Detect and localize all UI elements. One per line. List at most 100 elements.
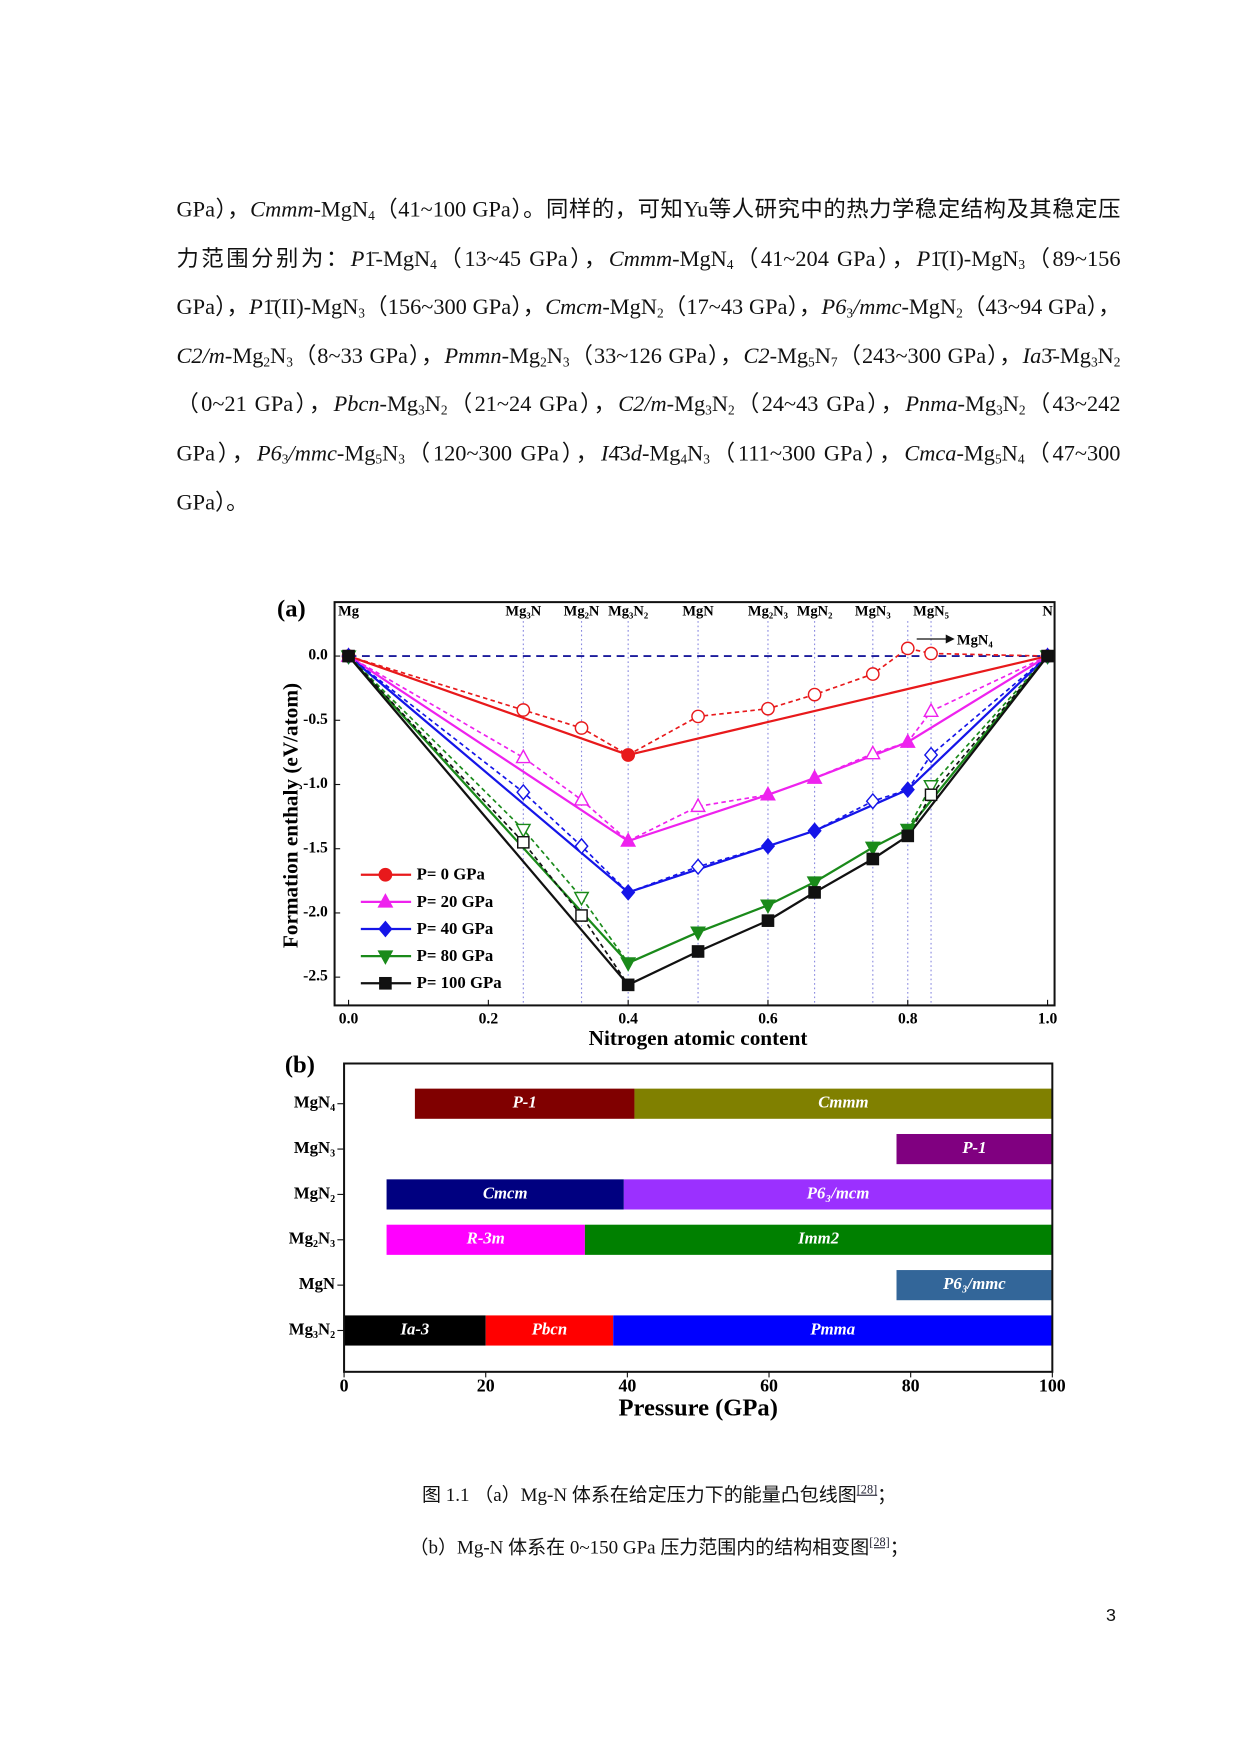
composition-label: Mg₂N (564, 604, 600, 620)
y-tick-label: -2.5 (303, 968, 328, 985)
x-tick-label: 80 (902, 1376, 920, 1396)
marker (924, 646, 938, 661)
marker (515, 748, 532, 764)
caption: 图 1.1 （a）Mg-N 体系在给定压力下的能量凸包线图[28]； （b）Mg… (223, 1467, 1094, 1571)
text-run: N (270, 343, 287, 369)
text-run: C2 (743, 343, 770, 369)
marker (690, 858, 706, 876)
text-run: （21~24 GPa）， (447, 392, 619, 418)
text-run: N (424, 392, 441, 418)
text-run: 4 (368, 207, 375, 224)
text-run: 3 (562, 353, 570, 370)
text-run: -Mg (956, 441, 995, 466)
panel-label: (a) (277, 596, 306, 623)
marker (575, 909, 588, 922)
text-run: P6 (256, 441, 282, 466)
text-run: -MgN (672, 246, 727, 272)
y-tick-label: MgN₄ (294, 1093, 335, 1112)
text-run: （43~94 GPa）， (962, 295, 1121, 320)
phase-label: Imm2 (797, 1229, 839, 1248)
text-run: 2 (263, 353, 271, 370)
text-run: 1̄(I)-MgN (930, 246, 1019, 272)
text-run: 3 (703, 451, 710, 467)
text-run: N (382, 441, 399, 466)
x-axis-label: Pressure (GPa) (618, 1394, 777, 1421)
marker (808, 886, 821, 899)
plot-frame (343, 1062, 1054, 1373)
text-run: 4 (1017, 451, 1025, 467)
legend-marker (378, 920, 393, 938)
composition-label: Mg (338, 604, 360, 620)
marker (1041, 649, 1054, 663)
marker (865, 667, 880, 681)
marker (923, 702, 939, 718)
x-tick-label: 0.4 (618, 1011, 638, 1028)
text-run: d (630, 441, 642, 466)
text-run: Cmmm (608, 246, 673, 272)
text-run: （b）Mg-N 体系在 0~150 GPa 压力范围内的结构相变图 (409, 1536, 870, 1558)
x-tick-label: 0.2 (479, 1011, 499, 1028)
marker (620, 957, 637, 972)
paragraph: GPa），Cmmm-MgN4（41~100 GPa）。同样的，可知Yu等人研究中… (177, 187, 1121, 528)
text-run: -Mg (379, 392, 419, 418)
marker (621, 884, 636, 901)
text-run: 4 (430, 256, 437, 273)
legend-marker (377, 950, 394, 965)
text-run: 3̄-Mg (1041, 343, 1091, 369)
marker (899, 733, 916, 748)
phase-label: P-1 (512, 1093, 537, 1112)
text-run: 4 (726, 256, 734, 273)
text-run: I (600, 441, 609, 466)
marker (807, 822, 822, 840)
text-run: P (916, 246, 931, 272)
text-run: 3 (286, 353, 293, 370)
composition-label: Mg₃N (505, 604, 541, 620)
phase-bar (634, 1088, 1053, 1119)
marker (691, 945, 705, 958)
y-tick-label: MgN (299, 1274, 335, 1293)
convex-hull-line (347, 655, 1049, 843)
text-run: （156~300 GPa）， (365, 295, 546, 320)
text-run: ； (889, 1536, 909, 1558)
x-tick-label: 0.6 (758, 1011, 778, 1028)
composition-label: MgN (682, 604, 714, 620)
legend-marker (377, 893, 394, 908)
marker (866, 852, 880, 866)
text-run: GPa）， (176, 197, 251, 223)
plot-frame (333, 601, 1056, 1007)
text-run: （47~300 GPa）。 (176, 441, 1121, 515)
text-run: （243~300 GPa）， (837, 343, 1023, 369)
text-run: N (1001, 441, 1018, 466)
y-tick-label: -2.0 (303, 904, 328, 921)
text-run: N (814, 343, 831, 369)
text-run: -Mg (336, 441, 376, 466)
marker (760, 785, 776, 801)
text-run: P (249, 295, 263, 320)
y-tick-label: -0.5 (303, 711, 328, 728)
marker (621, 978, 635, 992)
text-run: P6 (821, 295, 847, 320)
text-run: Pnma (905, 392, 958, 418)
phase-label: Cmmm (818, 1093, 868, 1112)
phase-bar (896, 1270, 1053, 1301)
text-run: 2 (440, 402, 448, 419)
phase-bar (896, 1133, 1053, 1165)
y-tick-label: -1.5 (303, 839, 328, 856)
text-run: 3 (1018, 256, 1026, 273)
marker (865, 792, 880, 810)
phase-bar (386, 1224, 585, 1255)
marker (691, 709, 705, 724)
text-run: 2 (1113, 353, 1121, 370)
marker (342, 649, 355, 663)
text-run: 4̄3 (608, 441, 631, 466)
marker (806, 769, 823, 784)
y-axis-label: Formation enthaly (eV/atom) (279, 683, 303, 948)
composition-label: Mg₃N₂ (608, 604, 648, 620)
text-run: 2 (1018, 402, 1026, 419)
phase-label: Pmma (809, 1319, 855, 1338)
text-run: -MgN (313, 197, 369, 223)
panel-label: (b) (285, 1051, 315, 1078)
x-tick-label: 100 (1039, 1376, 1066, 1396)
text-run: [28] (869, 1535, 890, 1550)
